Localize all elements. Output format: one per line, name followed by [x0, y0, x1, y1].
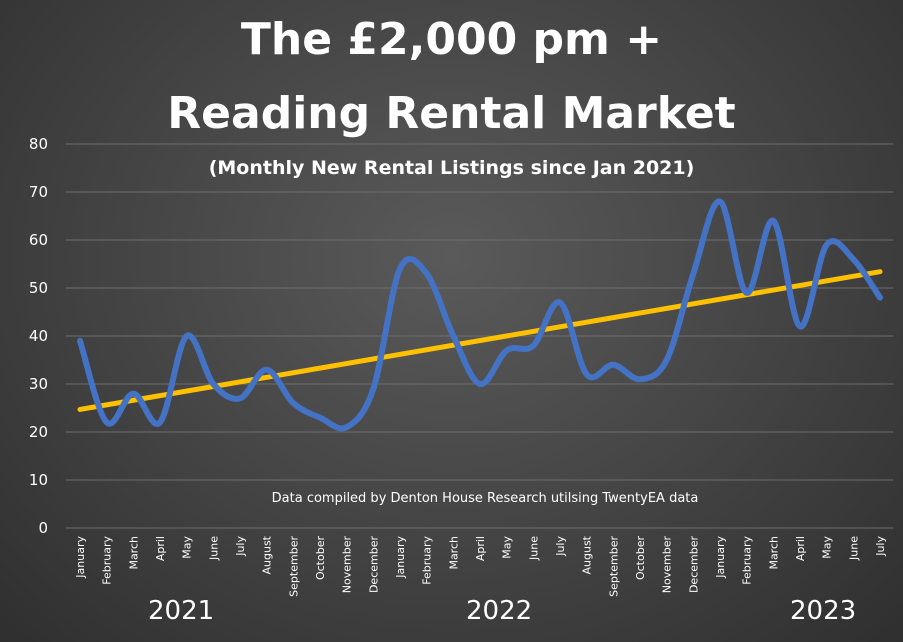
- x-tick-label: December: [687, 536, 700, 594]
- x-tick-label: May: [821, 536, 834, 559]
- y-tick-label: 70: [29, 183, 48, 201]
- y-tick-label: 50: [29, 279, 48, 297]
- trend-line: [77, 269, 883, 412]
- gridlines: [66, 143, 893, 529]
- y-tick-label: 20: [29, 423, 48, 441]
- x-tick-label: December: [367, 536, 380, 594]
- x-tick-label: October: [314, 536, 327, 580]
- x-tick-label: February: [101, 536, 114, 585]
- x-tick-label: July: [874, 536, 887, 557]
- y-tick-label: 10: [29, 471, 48, 489]
- x-tick-label: June: [847, 536, 860, 561]
- chart-title: The £2,000 pm +: [240, 14, 663, 65]
- x-tick-label: March: [127, 536, 140, 570]
- year-label-2023: 2023: [790, 596, 857, 626]
- x-tick-label: January: [714, 536, 727, 579]
- x-tick-label: April: [474, 536, 487, 561]
- x-tick-label: April: [794, 536, 807, 561]
- year-label-2021: 2021: [148, 596, 215, 626]
- y-tick-label: 30: [29, 375, 48, 393]
- x-tick-label: March: [447, 536, 460, 570]
- y-tick-label: 40: [29, 327, 48, 345]
- x-tick-label: August: [581, 535, 594, 574]
- source-annotation: Data compiled by Denton House Research u…: [271, 491, 699, 506]
- y-axis-ticks: 0 10 20 30 40 50 60 70 80: [29, 135, 48, 537]
- y-tick-label: 80: [29, 135, 48, 153]
- x-tick-label: October: [634, 536, 647, 580]
- x-tick-label: July: [234, 536, 247, 557]
- x-tick-label: March: [767, 536, 780, 570]
- x-tick-label: September: [287, 536, 300, 597]
- y-tick-label: 0: [38, 519, 48, 537]
- x-tick-label: June: [207, 536, 220, 561]
- x-tick-label: February: [741, 536, 754, 585]
- listings-series-line: [77, 198, 883, 432]
- x-tick-label: November: [661, 536, 674, 594]
- chart-subtitle: (Monthly New Rental Listings since Jan 2…: [208, 157, 695, 179]
- x-tick-label: May: [181, 536, 194, 559]
- x-tick-label: July: [554, 536, 567, 557]
- year-label-2022: 2022: [466, 596, 533, 626]
- x-tick-label: September: [607, 536, 620, 597]
- y-tick-label: 60: [29, 231, 48, 249]
- x-tick-label: November: [341, 536, 354, 594]
- x-tick-label: February: [421, 536, 434, 585]
- x-tick-label: June: [527, 536, 540, 561]
- x-tick-label: January: [74, 536, 87, 579]
- x-tick-label: April: [154, 536, 167, 561]
- x-tick-label: May: [501, 536, 514, 559]
- x-axis-ticks: January February March April May June July Augu…: [74, 535, 887, 596]
- x-tick-label: January: [394, 536, 407, 579]
- x-tick-label: August: [261, 535, 274, 574]
- chart-title-line2: Reading Rental Market: [167, 88, 736, 139]
